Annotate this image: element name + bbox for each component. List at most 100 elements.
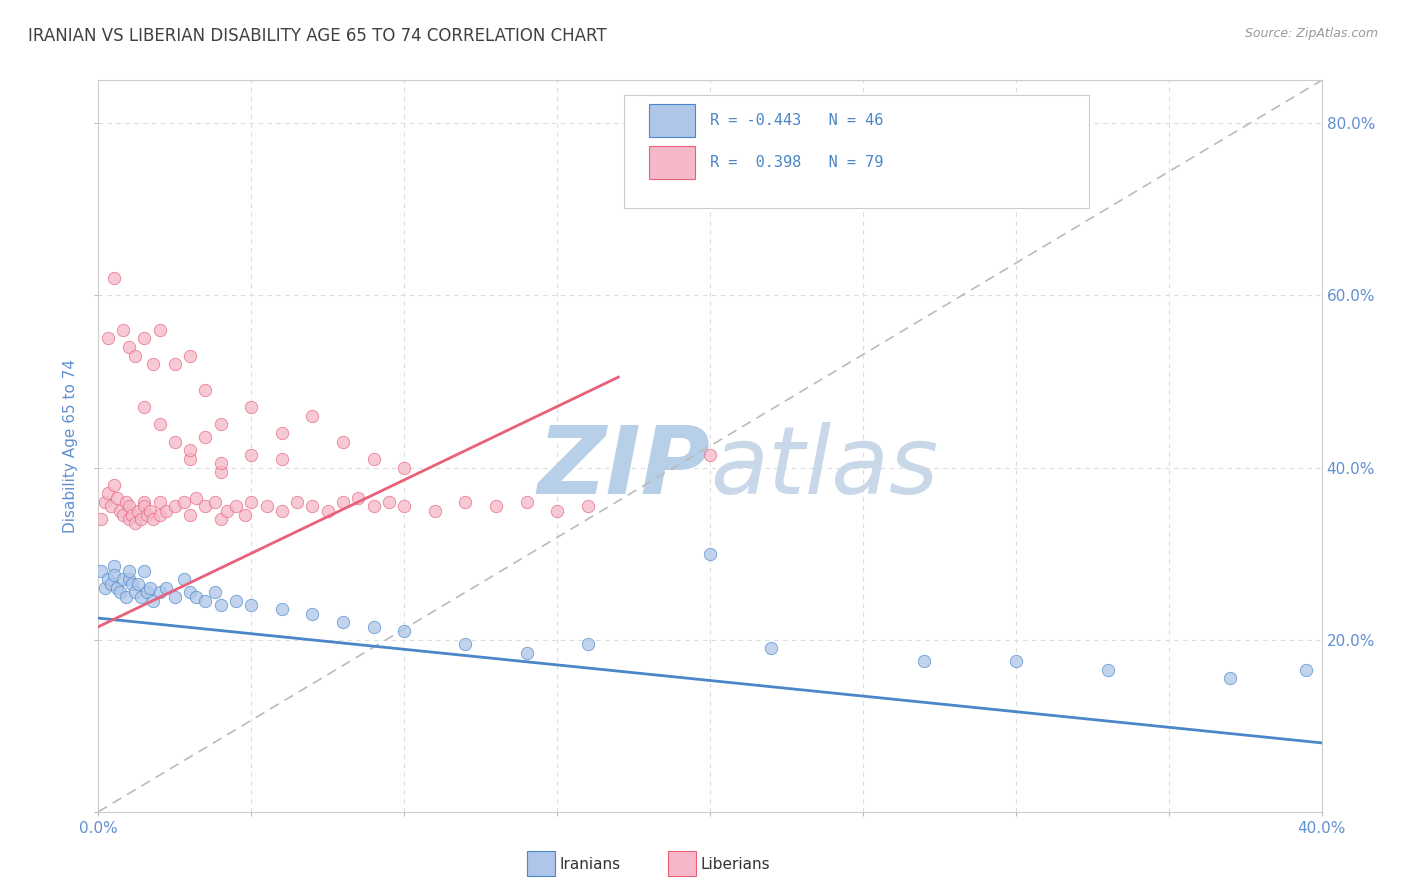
Point xyxy=(124,516,146,531)
Text: atlas: atlas xyxy=(710,423,938,514)
Point xyxy=(240,448,263,462)
Point xyxy=(134,564,156,578)
Point xyxy=(173,573,195,587)
Point xyxy=(699,547,721,561)
Point xyxy=(912,654,935,668)
Point xyxy=(155,581,177,595)
Point xyxy=(134,500,156,514)
Point xyxy=(204,585,226,599)
Point xyxy=(209,417,232,432)
Point xyxy=(90,512,112,526)
Point xyxy=(759,641,782,656)
Point xyxy=(124,349,146,363)
Point xyxy=(378,495,401,509)
FancyBboxPatch shape xyxy=(624,95,1090,209)
Point xyxy=(111,508,134,522)
Point xyxy=(129,590,152,604)
Y-axis label: Disability Age 65 to 74: Disability Age 65 to 74 xyxy=(63,359,79,533)
Point xyxy=(129,512,152,526)
Point xyxy=(149,585,172,599)
Point xyxy=(270,426,292,441)
Point xyxy=(240,598,263,612)
Point xyxy=(347,491,370,505)
Point xyxy=(209,598,232,612)
Point xyxy=(316,503,339,517)
Point xyxy=(194,383,217,397)
Point xyxy=(97,486,120,500)
Point xyxy=(392,500,416,514)
Point xyxy=(1219,671,1241,685)
Point xyxy=(121,576,143,591)
Point xyxy=(139,581,162,595)
Point xyxy=(105,581,128,595)
Point xyxy=(186,491,208,505)
Point xyxy=(134,401,156,415)
Point xyxy=(332,495,354,509)
Point xyxy=(392,460,416,475)
Point xyxy=(1097,663,1119,677)
Point xyxy=(240,495,263,509)
Point xyxy=(111,573,134,587)
Point xyxy=(149,417,172,432)
Point xyxy=(270,503,292,517)
Point xyxy=(136,508,159,522)
Point xyxy=(163,357,186,371)
Point xyxy=(256,500,278,514)
Point xyxy=(194,500,217,514)
Point xyxy=(111,323,134,337)
Point xyxy=(90,564,112,578)
Point xyxy=(118,340,141,354)
Point xyxy=(301,409,323,423)
Point xyxy=(105,491,128,505)
Point xyxy=(301,500,323,514)
Point xyxy=(118,564,141,578)
Point xyxy=(149,323,172,337)
Point xyxy=(1004,654,1026,668)
Point xyxy=(103,477,125,491)
Text: R =  0.398   N = 79: R = 0.398 N = 79 xyxy=(710,155,883,170)
Point xyxy=(155,503,177,517)
Point xyxy=(124,585,146,599)
Point xyxy=(285,495,308,509)
Point xyxy=(142,594,165,608)
Point xyxy=(121,508,143,522)
Text: R = -0.443   N = 46: R = -0.443 N = 46 xyxy=(710,113,883,128)
Point xyxy=(516,646,538,660)
Point xyxy=(103,271,125,285)
Point xyxy=(134,495,156,509)
Point xyxy=(93,495,115,509)
Point xyxy=(209,512,232,526)
Point xyxy=(194,430,217,444)
Point xyxy=(225,594,247,608)
Point xyxy=(103,559,125,574)
Bar xyxy=(650,146,696,179)
Point xyxy=(576,637,599,651)
Point xyxy=(127,576,149,591)
Point xyxy=(115,590,138,604)
Text: Source: ZipAtlas.com: Source: ZipAtlas.com xyxy=(1244,27,1378,40)
Text: IRANIAN VS LIBERIAN DISABILITY AGE 65 TO 74 CORRELATION CHART: IRANIAN VS LIBERIAN DISABILITY AGE 65 TO… xyxy=(28,27,607,45)
Point xyxy=(127,503,149,517)
Point xyxy=(209,465,232,479)
Point xyxy=(423,503,446,517)
Point xyxy=(215,503,238,517)
Point xyxy=(142,357,165,371)
Point xyxy=(93,581,115,595)
Point xyxy=(163,590,186,604)
Point xyxy=(363,451,385,466)
Point xyxy=(332,434,354,449)
Point xyxy=(699,448,721,462)
Point xyxy=(103,568,125,582)
Point xyxy=(454,495,477,509)
Point xyxy=(194,594,217,608)
Point xyxy=(100,576,122,591)
Point xyxy=(115,495,138,509)
Point xyxy=(134,331,156,345)
Point xyxy=(108,503,131,517)
Point xyxy=(454,637,477,651)
Point xyxy=(136,585,159,599)
Point xyxy=(139,503,162,517)
Point xyxy=(485,500,508,514)
Text: Iranians: Iranians xyxy=(560,857,620,872)
Point xyxy=(270,451,292,466)
